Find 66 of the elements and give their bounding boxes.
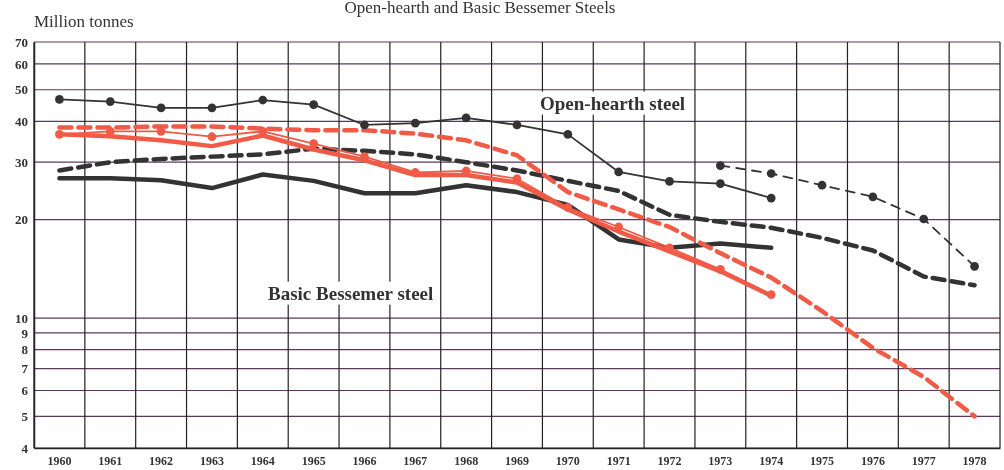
- x-tick-label: 1967: [403, 453, 428, 468]
- x-tick-label: 1962: [149, 453, 174, 468]
- x-tick-label: 1975: [810, 453, 835, 468]
- y-tick-label: 9: [21, 325, 29, 341]
- point: [665, 177, 674, 186]
- point: [55, 130, 64, 139]
- x-tick-label: 1976: [860, 453, 885, 468]
- annotation: Open-hearth steel: [540, 92, 686, 114]
- x-tick-label: 1973: [708, 453, 733, 468]
- point: [512, 120, 522, 130]
- point: [919, 214, 929, 224]
- point: [563, 203, 573, 212]
- y-tick-label: 10: [15, 310, 28, 326]
- y-tick-label: 4: [21, 440, 29, 456]
- chart-title: Open-hearth and Basic Bessemer Steels: [344, 0, 616, 17]
- x-tick-label: 1969: [505, 453, 529, 468]
- point: [207, 103, 217, 113]
- point: [55, 95, 64, 104]
- point: [207, 132, 217, 142]
- point: [410, 118, 420, 128]
- point: [105, 126, 115, 136]
- point: [258, 95, 268, 105]
- x-tick-label: 1961: [98, 453, 123, 468]
- point: [360, 120, 369, 130]
- point: [716, 161, 725, 170]
- y-tick-label: 7: [21, 361, 29, 377]
- point: [309, 100, 318, 110]
- point: [766, 193, 776, 203]
- y-tick-label: 5: [21, 409, 29, 425]
- y-tick-label: 6: [21, 383, 29, 399]
- point: [410, 168, 420, 177]
- point: [309, 139, 318, 148]
- point: [817, 180, 827, 190]
- x-tick-label: 1964: [250, 453, 275, 468]
- x-tick-label: 1960: [47, 453, 72, 468]
- x-tick-label: 1978: [962, 453, 987, 468]
- x-tick-label: 1963: [199, 453, 224, 468]
- x-tick-label: 1971: [606, 453, 631, 468]
- x-tick-label: 1972: [657, 453, 682, 468]
- point: [716, 264, 725, 274]
- x-tick-label: 1968: [454, 453, 479, 468]
- y-tick-label: 70: [15, 34, 28, 50]
- y-axis-title: Million tonnes: [34, 12, 134, 31]
- y-tick-label: 20: [15, 212, 28, 228]
- y-tick-label: 50: [15, 82, 28, 98]
- x-tick-label: 1966: [352, 453, 377, 468]
- point: [105, 97, 115, 106]
- point: [156, 103, 166, 113]
- point: [766, 169, 776, 178]
- annotation: Basic Bessemer steel: [268, 282, 434, 304]
- x-tick-label: 1965: [301, 453, 326, 468]
- y-tick-label: 40: [15, 114, 28, 130]
- x-tick-label: 1970: [555, 453, 580, 468]
- y-tick-label: 8: [21, 342, 29, 358]
- x-tick-label: 1974: [759, 453, 784, 468]
- point: [563, 130, 573, 139]
- point: [868, 192, 878, 202]
- y-tick-label: 60: [15, 56, 28, 72]
- point: [614, 222, 624, 232]
- point: [766, 290, 776, 299]
- point: [614, 167, 624, 177]
- point: [716, 179, 725, 188]
- point: [970, 261, 979, 271]
- point: [461, 113, 471, 123]
- y-tick-label: 30: [15, 154, 28, 170]
- x-tick-label: 1977: [911, 453, 936, 468]
